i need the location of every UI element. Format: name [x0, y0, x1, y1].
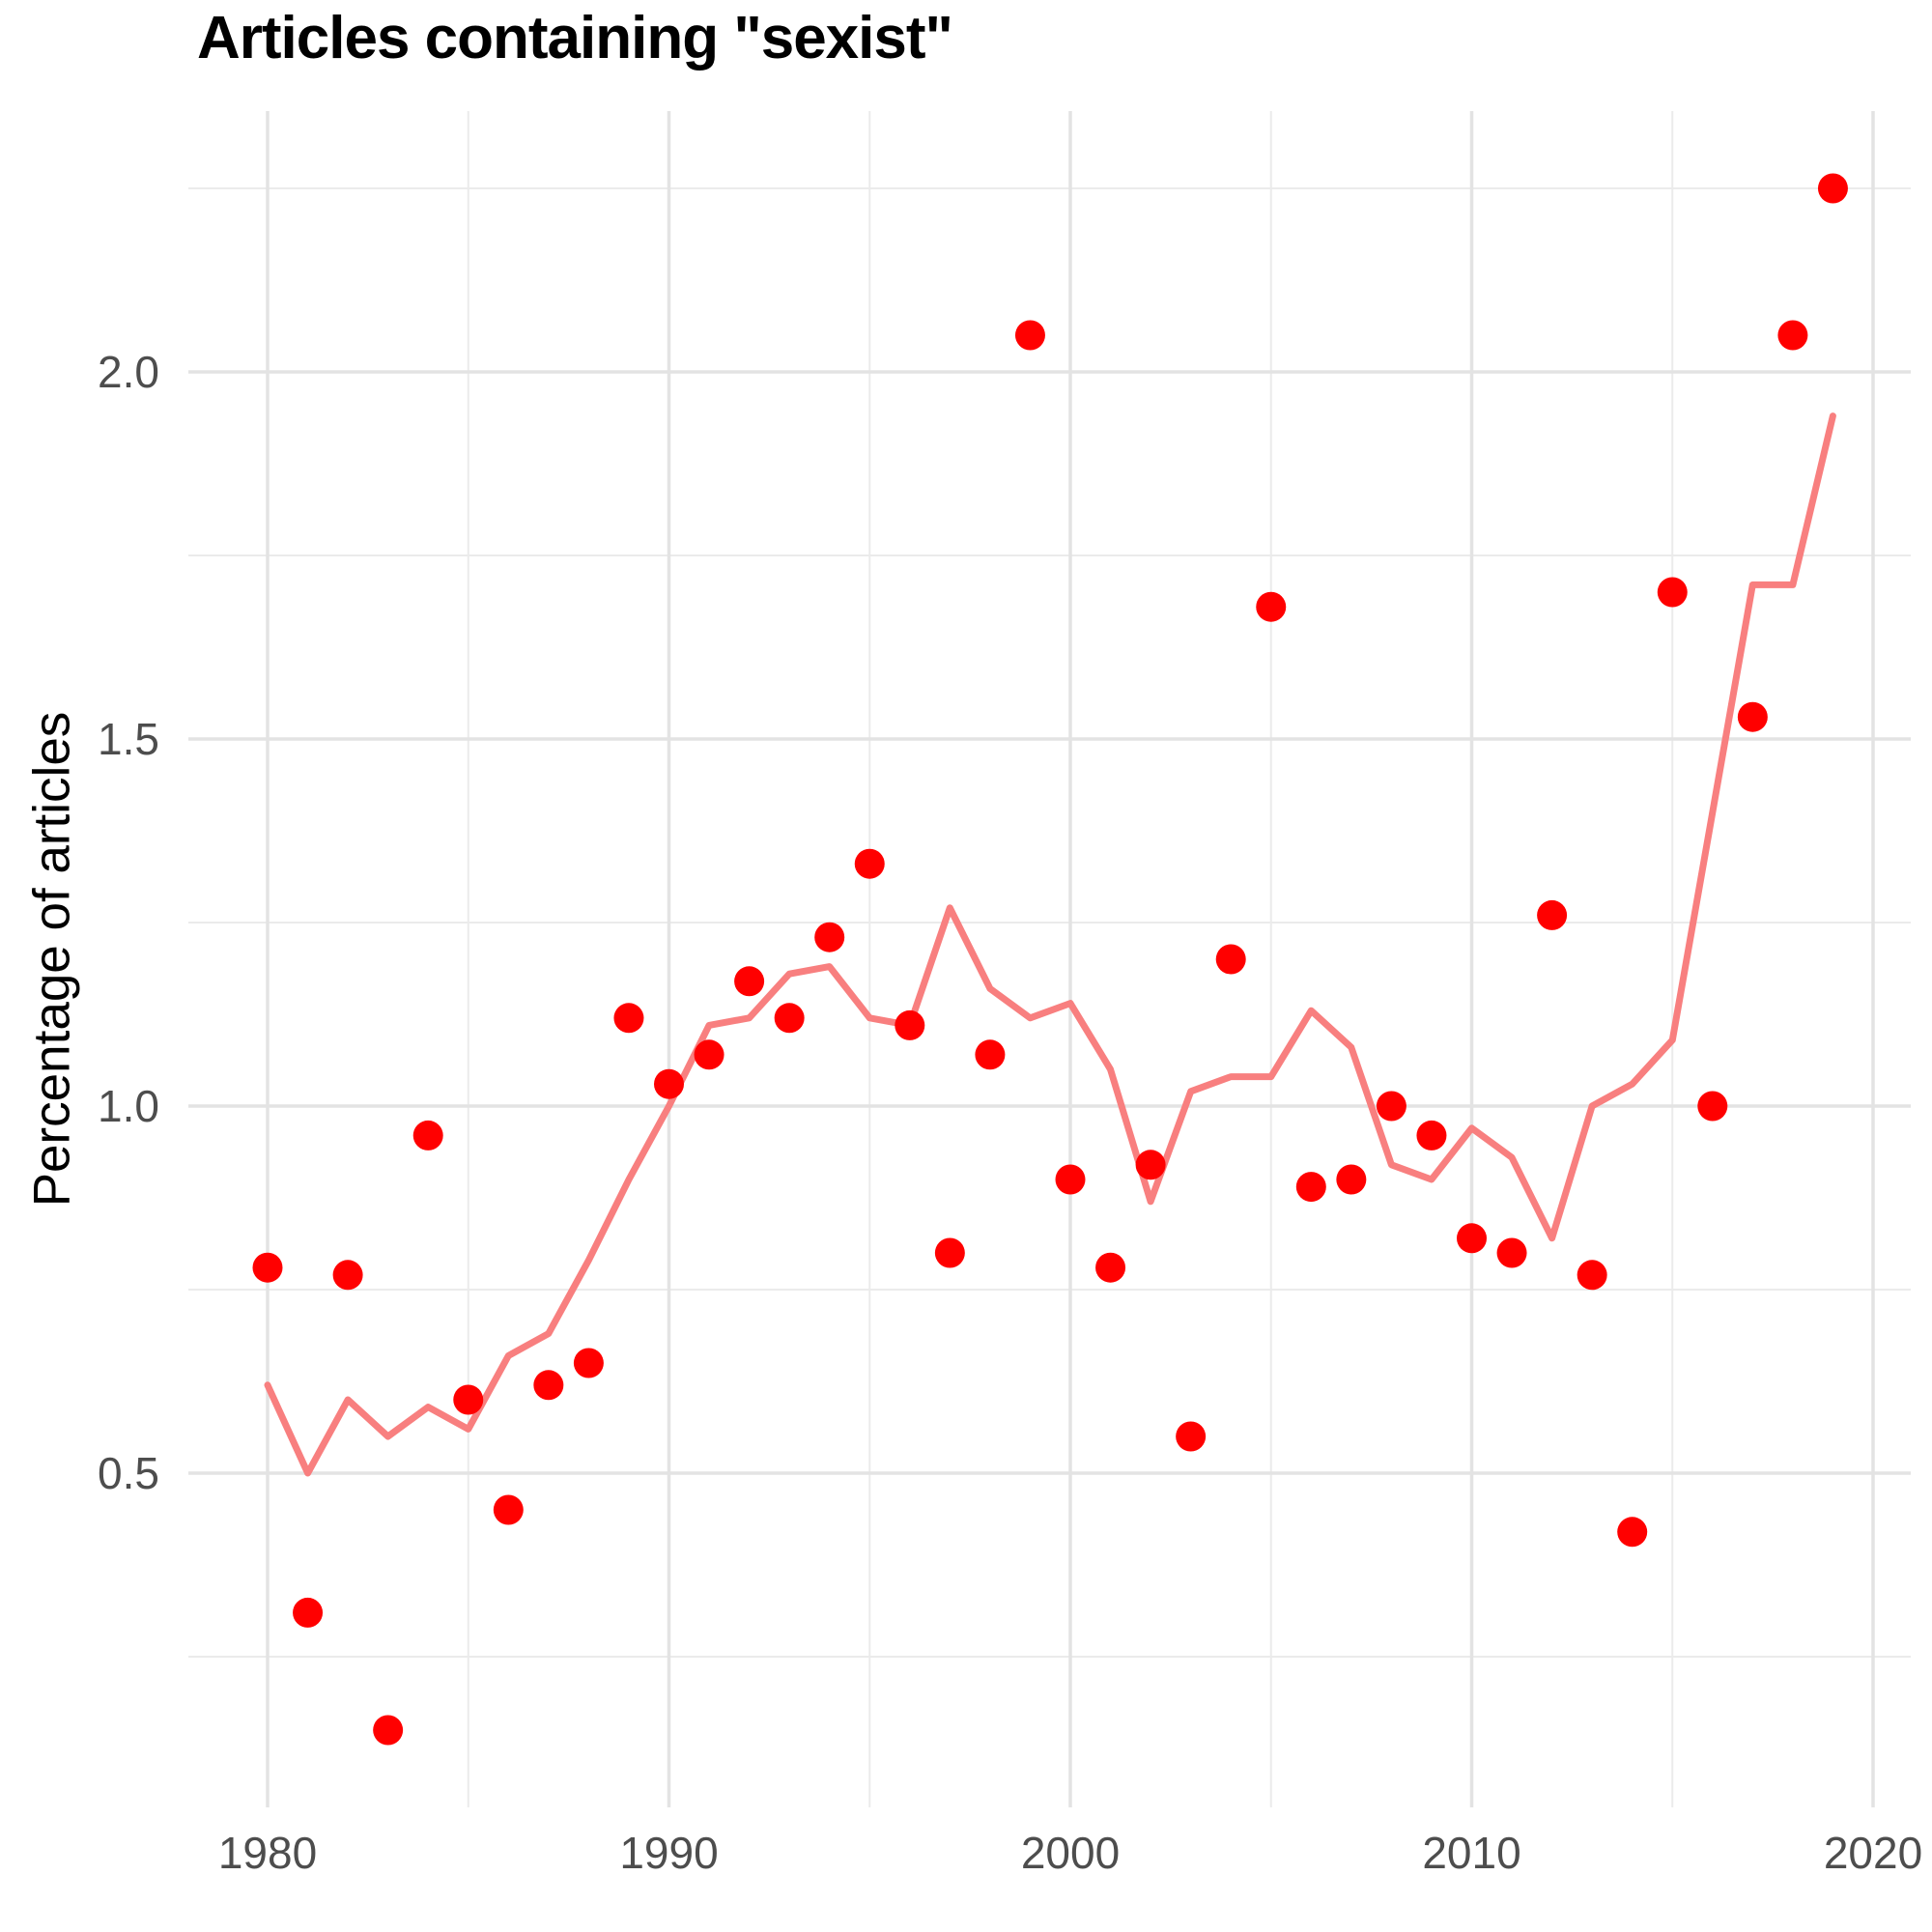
data-point — [1777, 320, 1808, 351]
data-point — [1737, 701, 1768, 732]
data-point — [1135, 1150, 1166, 1180]
x-tick-label: 2010 — [1422, 1828, 1520, 1878]
data-point — [1657, 577, 1688, 608]
data-point — [1376, 1091, 1406, 1122]
data-point — [493, 1494, 524, 1525]
x-tick-label: 2020 — [1824, 1828, 1922, 1878]
data-point — [654, 1068, 684, 1099]
data-point — [1336, 1164, 1367, 1195]
data-point — [252, 1252, 283, 1283]
data-point — [412, 1120, 443, 1151]
data-point — [1577, 1260, 1607, 1291]
data-point — [1617, 1517, 1648, 1548]
data-point — [332, 1260, 363, 1291]
data-point — [533, 1370, 564, 1401]
data-point — [1697, 1091, 1728, 1122]
data-point — [613, 1003, 644, 1034]
data-point — [1416, 1120, 1447, 1151]
x-tick-label: 2000 — [1021, 1828, 1120, 1878]
data-point — [1215, 944, 1246, 975]
data-point — [1295, 1172, 1326, 1203]
data-point — [1055, 1164, 1086, 1195]
data-point — [934, 1237, 965, 1268]
data-point — [814, 922, 845, 952]
data-point — [373, 1715, 404, 1746]
data-point — [453, 1384, 484, 1415]
x-tick-label: 1990 — [619, 1828, 718, 1878]
data-point — [774, 1003, 805, 1034]
y-tick-label: 1.5 — [98, 714, 159, 764]
data-point — [293, 1597, 324, 1628]
data-point — [1457, 1223, 1487, 1254]
trend-line — [264, 412, 1836, 1477]
x-tick-label: 1980 — [218, 1828, 317, 1878]
data-point — [1817, 173, 1848, 204]
y-tick-label: 1.0 — [98, 1081, 159, 1131]
y-tick-label: 0.5 — [98, 1448, 159, 1498]
data-point — [573, 1348, 604, 1378]
data-point — [734, 966, 765, 997]
data-point — [1014, 320, 1045, 351]
data-point — [895, 1009, 925, 1040]
data-point — [1176, 1421, 1207, 1452]
y-axis-title: Percentage of articles — [23, 711, 81, 1208]
data-point — [1256, 591, 1287, 622]
data-point — [694, 1039, 724, 1070]
data-point — [1537, 899, 1568, 930]
data-point — [975, 1039, 1006, 1070]
chart-title: Articles containing "sexist" — [197, 5, 953, 71]
data-point — [854, 848, 885, 879]
data-point — [1095, 1252, 1126, 1283]
y-tick-label: 2.0 — [98, 347, 159, 397]
data-point — [1496, 1237, 1527, 1268]
